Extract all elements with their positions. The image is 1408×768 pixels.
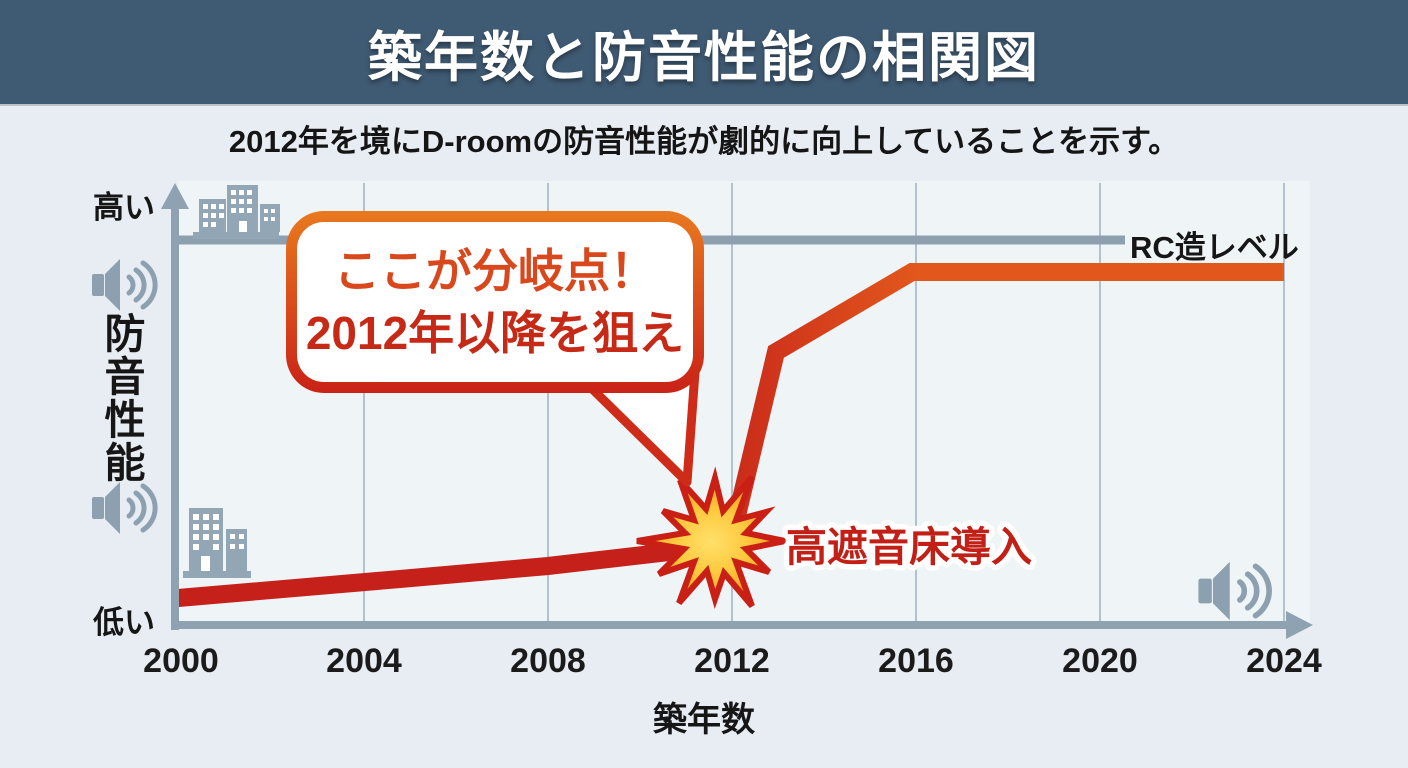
callout-bubble-body: ここが分岐点！ 2012年以降を狙え [297,222,693,382]
burst-label: 高遮音床導入 [786,524,1032,570]
y-axis-high-label: 高い [93,190,155,225]
burst-marker [636,466,786,609]
header: 築年数と防音性能の相関図 [0,0,1408,104]
speaker-sound-icon [1198,561,1272,621]
x-tick: 2004 [326,642,402,680]
speaker-sound-icon [92,259,158,311]
x-tick: 2008 [510,642,586,680]
city-buildings-icon [193,185,280,239]
small-buildings-icon [183,508,251,578]
x-tick: 2024 [1246,642,1322,680]
page-title: 築年数と防音性能の相関図 [368,27,1040,88]
callout-text-line2: 2012年以降を狙え [305,307,685,359]
subtitle: 2012年を境にD-roomの防音性能が劇的に向上していることを示す。 [228,124,1180,159]
y-axis-arrow [161,183,189,209]
rc-line-label: RC造レベル [1130,230,1299,265]
x-tick: 2012 [694,642,770,680]
x-tick: 2016 [878,642,954,680]
y-axis-title: 防音性能 [98,312,144,484]
x-axis-arrow [1286,611,1313,639]
y-axis-low-label: 低い [93,605,155,640]
callout-bubble: ここが分岐点！ 2012年以降を狙え [286,211,704,393]
axes [161,183,1313,639]
callout-text-line1: ここが分岐点！ [334,244,656,297]
x-tick: 2000 [143,642,219,680]
x-tick: 2020 [1062,642,1138,680]
x-axis-title: 築年数 [653,701,755,739]
speaker-sound-icon [92,482,158,534]
